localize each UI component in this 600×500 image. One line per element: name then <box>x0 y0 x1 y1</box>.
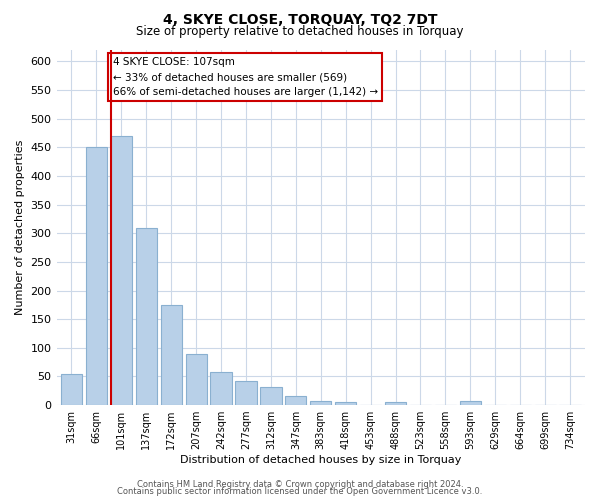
Bar <box>385 402 406 405</box>
X-axis label: Distribution of detached houses by size in Torquay: Distribution of detached houses by size … <box>180 455 461 465</box>
Bar <box>185 354 207 405</box>
Bar <box>161 305 182 405</box>
Bar <box>86 148 107 405</box>
Bar <box>211 372 232 405</box>
Bar <box>410 404 431 405</box>
Bar <box>111 136 132 405</box>
Text: 4 SKYE CLOSE: 107sqm
← 33% of detached houses are smaller (569)
66% of semi-deta: 4 SKYE CLOSE: 107sqm ← 33% of detached h… <box>113 58 378 97</box>
Bar <box>509 404 531 405</box>
Text: Contains public sector information licensed under the Open Government Licence v3: Contains public sector information licen… <box>118 487 482 496</box>
Bar <box>285 396 307 405</box>
Y-axis label: Number of detached properties: Number of detached properties <box>15 140 25 315</box>
Bar <box>335 402 356 405</box>
Bar <box>310 400 331 405</box>
Bar <box>61 374 82 405</box>
Bar <box>460 400 481 405</box>
Bar <box>360 404 381 405</box>
Text: Contains HM Land Registry data © Crown copyright and database right 2024.: Contains HM Land Registry data © Crown c… <box>137 480 463 489</box>
Bar <box>235 381 257 405</box>
Bar <box>559 404 581 405</box>
Bar <box>136 228 157 405</box>
Text: Size of property relative to detached houses in Torquay: Size of property relative to detached ho… <box>136 25 464 38</box>
Bar <box>260 387 281 405</box>
Text: 4, SKYE CLOSE, TORQUAY, TQ2 7DT: 4, SKYE CLOSE, TORQUAY, TQ2 7DT <box>163 12 437 26</box>
